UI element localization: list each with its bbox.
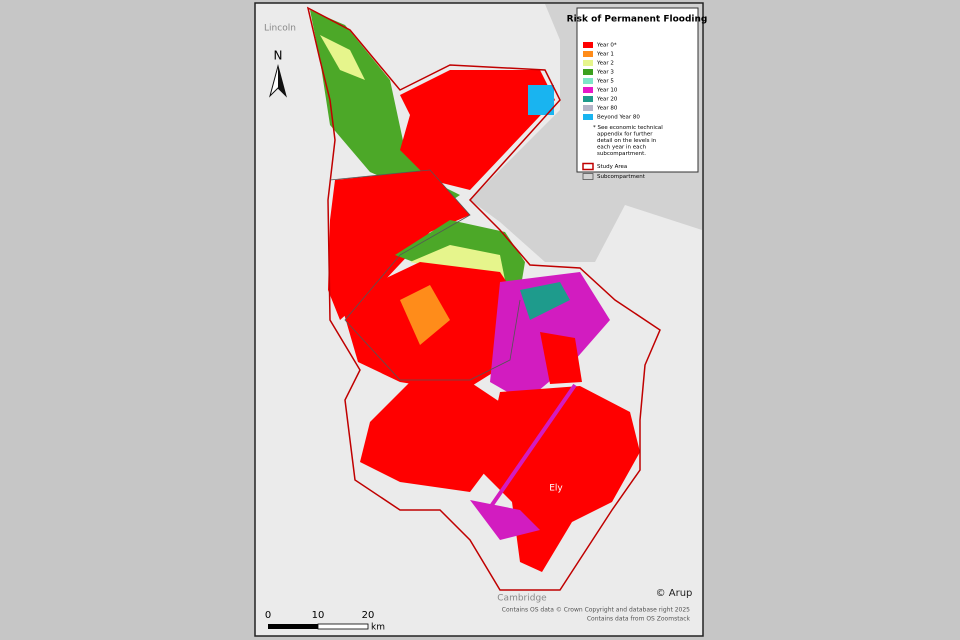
flood-year-0 [328, 170, 470, 320]
legend-label: Year 2 [596, 61, 614, 67]
flood-year-0 [360, 372, 500, 492]
legend-label: Subcompartment [597, 174, 646, 180]
legend-label: Year 10 [596, 88, 618, 94]
subcompartment [329, 169, 521, 381]
legend-note: * See economic technical appendix for fur… [593, 125, 663, 157]
legend [576, 7, 699, 173]
flood-year-1 [400, 285, 450, 345]
legend-swatch [583, 42, 593, 48]
legend-label: Year 1 [596, 52, 614, 58]
flood-year-20 [520, 282, 570, 320]
flood-year-0 [540, 332, 582, 384]
legend-swatch [583, 51, 593, 57]
scale-label: 0 [265, 610, 271, 621]
legend-swatch [583, 105, 593, 111]
flood-year-0 [400, 70, 555, 190]
flood-channel [483, 383, 577, 517]
legend-outline [582, 162, 594, 171]
place-label: Cambridge [497, 594, 547, 604]
north-label: N [274, 49, 283, 63]
flood-beyond-80 [528, 85, 554, 115]
legend-outline [582, 173, 594, 180]
scale-bar [268, 624, 318, 629]
place-label: Lincoln [264, 24, 296, 34]
legend-swatch [583, 78, 593, 84]
credit: Contains data from OS Zoomstack [587, 616, 691, 623]
scale-label: 10 [312, 610, 325, 621]
legend-swatch [583, 69, 593, 75]
legend-label: Study Area [597, 164, 627, 170]
legend-title: Risk of Permanent Flooding [567, 15, 708, 25]
legend-label: Year 80 [596, 106, 618, 112]
legend-swatch [583, 96, 593, 102]
legend-items: Year 0* Year 1 Year 2 Year 3 Year 5 Year 10 Ye… [582, 42, 663, 180]
scale-unit: km [371, 623, 385, 633]
legend-label: Year 3 [596, 70, 614, 76]
legend-swatch [583, 87, 593, 93]
legend-swatch [583, 60, 593, 66]
credit: Contains OS data © Crown Copyright and d… [502, 607, 690, 614]
copyright: © Arup [656, 588, 693, 599]
place-label: Ely [549, 484, 563, 494]
legend-label: Year 20 [596, 97, 618, 103]
study-area [306, 6, 661, 591]
legend-swatch [583, 114, 593, 120]
legend-label: Year 0* [596, 43, 617, 49]
scale-label: 20 [362, 610, 375, 621]
flood-year-2 [320, 35, 365, 80]
scale-bar [317, 623, 369, 630]
north-arrow [278, 66, 286, 96]
legend-label: Year 5 [596, 79, 614, 85]
legend-label: Beyond Year 80 [597, 115, 640, 121]
